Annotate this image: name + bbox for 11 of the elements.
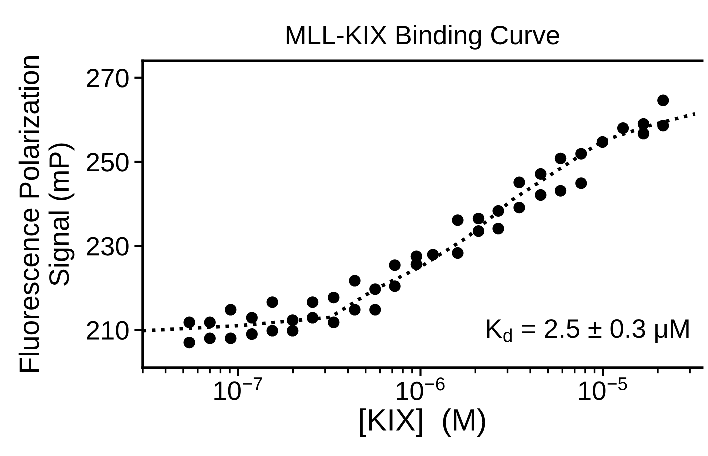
y-tick-label: 250 <box>87 153 129 172</box>
x-tick-label: 10$^{−6}$ <box>397 378 445 401</box>
x-tick-label: 10$^{−5}$ <box>579 378 628 400</box>
x-tick-label: 10$^{−7}$ <box>214 378 262 400</box>
y-tick-label: 210 <box>87 321 129 340</box>
y-tick-label: 270 <box>87 69 129 88</box>
y-tick-label: 230 <box>87 237 129 256</box>
chart-title: MLL-KIX Binding Curve <box>286 25 560 50</box>
x-axis-title: [KIX] (M) <box>360 408 486 438</box>
annotation: K$_{d}$ = 2.5 ± 0.3 μM <box>487 320 689 344</box>
y-axis-title: Fluorescence Polarization Signal (mP) <box>18 56 75 372</box>
